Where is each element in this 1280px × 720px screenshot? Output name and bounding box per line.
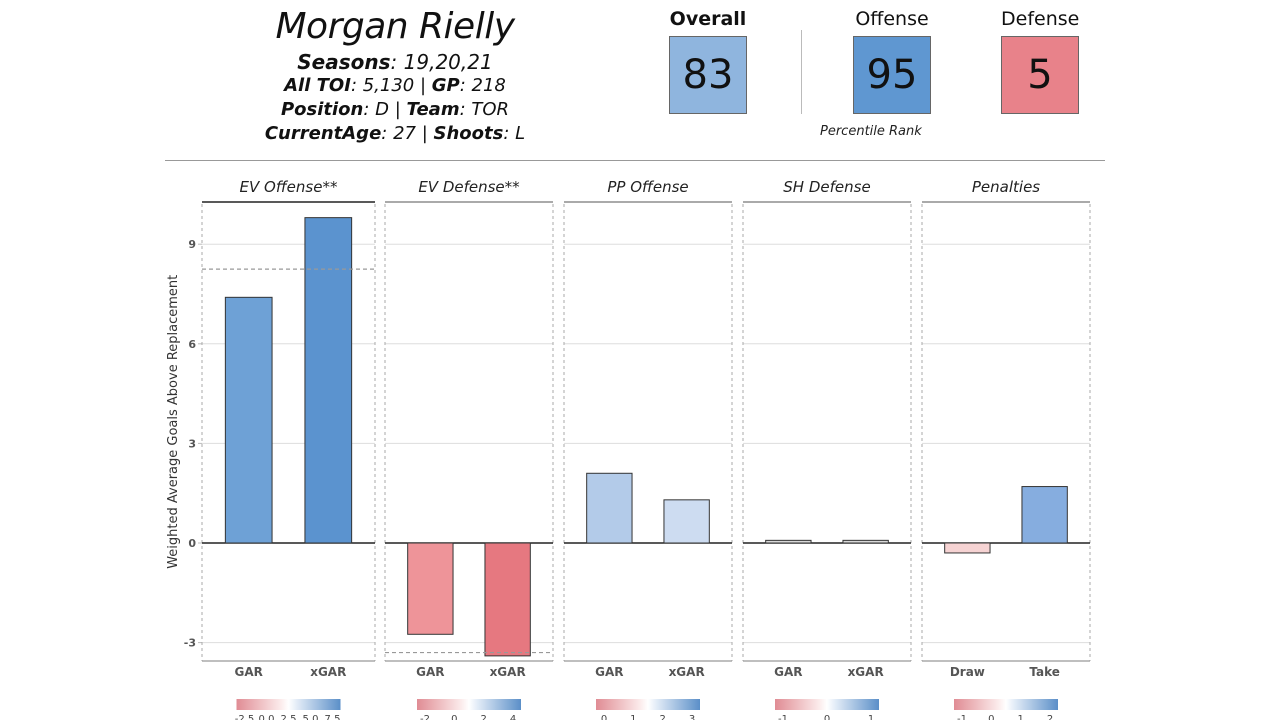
y-tick-label: 3 <box>188 437 196 450</box>
legend-tick-label: 5.0 <box>303 714 319 720</box>
bar-gar <box>224 296 273 544</box>
seasons-value: : 19,20,21 <box>390 50 493 74</box>
legend-tick-label: 7.5 <box>325 714 341 720</box>
x-tick-label: GAR <box>416 665 444 679</box>
overall-card: Overall 83 <box>669 8 747 114</box>
legend-colorbar <box>596 699 700 710</box>
legend-tick-label: 1 <box>630 714 636 720</box>
seasons-label: Seasons <box>297 50 391 74</box>
bar-xgar <box>663 499 710 544</box>
legend-tick-label: 0 <box>451 714 457 720</box>
y-tick-label: 6 <box>188 338 196 351</box>
defense-value: 5 <box>1001 36 1079 114</box>
defense-label: Defense <box>1001 8 1080 30</box>
position-line: Position: D | Team: TOR <box>260 98 530 122</box>
x-tick-label: GAR <box>235 665 263 679</box>
legend-tick-label: 0 <box>824 714 830 720</box>
legend-tick-label: 0.0 <box>259 714 275 720</box>
defense-card: Defense 5 <box>1001 8 1079 114</box>
bar-gar <box>765 539 812 544</box>
panel-3: SH Defense GAR xGAR -1 0 1 <box>742 178 912 720</box>
panel-title: SH Defense <box>783 178 870 196</box>
x-tick-label: Take <box>1029 665 1060 679</box>
legend-tick-label: 0 <box>601 714 607 720</box>
team-label: Team <box>406 99 460 120</box>
panel-title: PP Offense <box>607 178 688 196</box>
age-value: : 27 | <box>381 123 434 144</box>
legend-tick-label: 2 <box>1047 714 1053 720</box>
age-line: CurrentAge: 27 | Shoots: L <box>260 122 530 146</box>
shoots-label: Shoots <box>433 123 504 144</box>
y-tick-label: 0 <box>188 537 196 550</box>
x-tick-label: xGAR <box>310 665 346 679</box>
shoots-value: : L <box>503 123 526 144</box>
legend-colorbar <box>775 699 879 710</box>
legend-tick-label: -1 <box>957 714 967 720</box>
panel-0: EV Offense** GAR xGAR -2.5 0.0 2.5 5.0 7.5 <box>201 178 376 720</box>
legend-tick-label: -1 <box>778 714 788 720</box>
x-tick-label: GAR <box>774 665 802 679</box>
gp-value: : 218 <box>459 75 506 96</box>
player-name: Morgan Rielly <box>275 6 515 47</box>
overall-value: 83 <box>669 36 747 114</box>
toi-label: All TOI <box>284 75 351 96</box>
legend-tick-label: 0 <box>988 714 994 720</box>
bar-xgar <box>842 539 889 544</box>
position-label: Position <box>280 99 364 120</box>
panel-title: EV Offense** <box>240 178 338 196</box>
legend-tick-label: 3 <box>689 714 695 720</box>
y-axis-label: Weighted Average Goals Above Replacement <box>166 275 181 569</box>
seasons-line: Seasons: 19,20,21 <box>260 50 530 74</box>
overall-label: Overall <box>669 8 747 30</box>
gp-label: GP <box>431 75 460 96</box>
legend-tick-label: 4 <box>510 714 516 720</box>
toi-line: All TOI: 5,130 | GP: 218 <box>260 74 530 98</box>
x-tick-label: xGAR <box>490 665 526 679</box>
position-value: : D | <box>363 99 407 120</box>
legend-tick-label: -2 <box>420 714 430 720</box>
panel-2: PP Offense GAR xGAR 0 1 2 3 <box>563 178 733 720</box>
legend-tick-label: 2 <box>480 714 486 720</box>
legend-colorbar <box>236 699 341 710</box>
legend-tick-label: -2.5 <box>235 714 255 720</box>
bar-gar <box>407 542 454 635</box>
legend-colorbar <box>417 699 521 710</box>
bar-xgar <box>304 217 353 544</box>
x-tick-label: Draw <box>950 665 985 679</box>
offense-label: Offense <box>855 8 929 30</box>
y-tick-label: -3 <box>184 637 196 650</box>
offense-value: 95 <box>853 36 931 114</box>
legend-tick-label: 1 <box>1017 714 1023 720</box>
bar-xgar <box>484 542 531 657</box>
toi-value: : 5,130 | <box>350 75 432 96</box>
legend-tick-label: 2 <box>659 714 665 720</box>
x-tick-label: xGAR <box>669 665 705 679</box>
bar-take <box>1021 486 1068 544</box>
panel-4: Penalties Draw Take -1 0 1 2 <box>921 178 1091 720</box>
rating-divider <box>801 30 802 114</box>
offense-card: Offense 95 <box>853 8 931 114</box>
player-header: Morgan Rielly Seasons: 19,20,21 All TOI:… <box>260 4 530 146</box>
bar-gar <box>586 472 633 544</box>
panel-title: Penalties <box>972 178 1040 196</box>
percentile-caption: Percentile Rank <box>820 124 922 139</box>
legend-tick-label: 1 <box>868 714 874 720</box>
header-divider <box>165 160 1105 161</box>
age-label: CurrentAge <box>264 123 382 144</box>
team-value: : TOR <box>459 99 510 120</box>
legend-tick-label: 2.5 <box>281 714 297 720</box>
y-tick-label: 9 <box>188 238 196 251</box>
panel-title: EV Defense** <box>418 178 520 196</box>
panel-1: EV Defense** GAR xGAR -2 0 2 4 <box>384 178 554 720</box>
bar-draw <box>944 542 991 554</box>
x-tick-label: xGAR <box>848 665 884 679</box>
x-tick-label: GAR <box>595 665 623 679</box>
legend-colorbar <box>954 699 1058 710</box>
